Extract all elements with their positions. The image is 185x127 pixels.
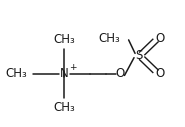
Text: S: S [135,49,142,62]
Text: CH₃: CH₃ [99,32,120,45]
Text: O: O [116,67,125,80]
Text: CH₃: CH₃ [53,101,75,114]
Text: N: N [60,67,68,80]
Text: +: + [69,63,77,72]
Text: CH₃: CH₃ [5,67,27,80]
Text: O: O [155,32,164,45]
Text: CH₃: CH₃ [53,33,75,46]
Text: O: O [155,67,164,80]
